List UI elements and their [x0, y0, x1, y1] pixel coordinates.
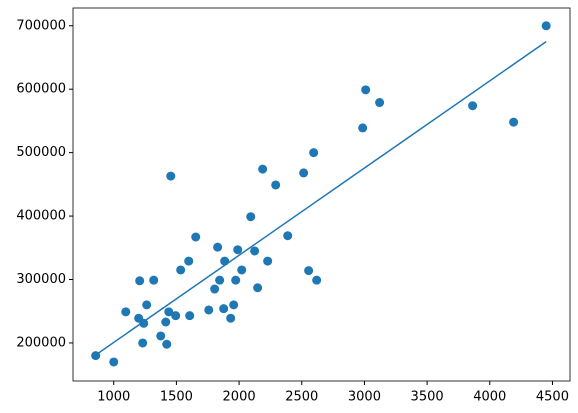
- point: [166, 171, 176, 181]
- point: [231, 275, 241, 285]
- point: [263, 256, 273, 266]
- point: [204, 305, 214, 315]
- point: [210, 284, 220, 294]
- plot-frame: [72, 7, 571, 382]
- point: [361, 85, 371, 95]
- x-tick-label: 3500: [411, 390, 444, 405]
- x-tick-label: 4500: [536, 390, 569, 405]
- point: [304, 266, 314, 276]
- point: [233, 245, 243, 255]
- x-tick-label: 4000: [473, 390, 506, 405]
- point: [358, 123, 368, 133]
- point: [156, 331, 166, 341]
- point: [219, 304, 229, 314]
- point: [109, 357, 119, 367]
- point: [185, 311, 195, 321]
- x-tick-label: 2500: [285, 390, 318, 405]
- x-tick-label: 1500: [160, 390, 193, 405]
- point: [142, 300, 152, 310]
- point: [215, 275, 225, 285]
- y-tick-label: 400000: [16, 209, 66, 224]
- point: [299, 168, 309, 178]
- point: [468, 101, 478, 111]
- point: [135, 276, 145, 286]
- point: [171, 311, 181, 321]
- x-tick-label: 1000: [97, 390, 130, 405]
- y-tick-label: 600000: [16, 82, 66, 97]
- point: [191, 232, 201, 242]
- y-tick-label: 500000: [16, 145, 66, 160]
- point: [138, 338, 148, 348]
- point: [121, 307, 131, 317]
- point: [541, 21, 551, 31]
- point: [309, 148, 319, 158]
- point: [184, 256, 194, 266]
- point: [162, 339, 172, 349]
- point: [164, 307, 174, 317]
- point: [220, 256, 230, 266]
- point: [258, 164, 268, 174]
- point: [271, 180, 281, 190]
- point: [229, 300, 239, 310]
- point: [213, 242, 223, 252]
- x-tick-label: 2000: [223, 390, 256, 405]
- point: [312, 275, 322, 285]
- point: [91, 351, 101, 361]
- x-tick-label: 3000: [348, 390, 381, 405]
- point: [509, 117, 519, 127]
- y-tick-label: 200000: [16, 335, 66, 350]
- point: [176, 265, 186, 275]
- fit-line: [95, 41, 547, 356]
- point: [226, 313, 236, 323]
- point: [246, 212, 256, 222]
- point: [375, 98, 385, 108]
- point: [253, 283, 263, 293]
- point: [161, 317, 171, 327]
- point: [283, 231, 293, 241]
- point: [149, 275, 159, 285]
- y-tick-label: 300000: [16, 272, 66, 287]
- point: [237, 265, 247, 275]
- y-tick-label: 700000: [16, 18, 66, 33]
- point: [139, 318, 149, 328]
- point: [250, 246, 260, 256]
